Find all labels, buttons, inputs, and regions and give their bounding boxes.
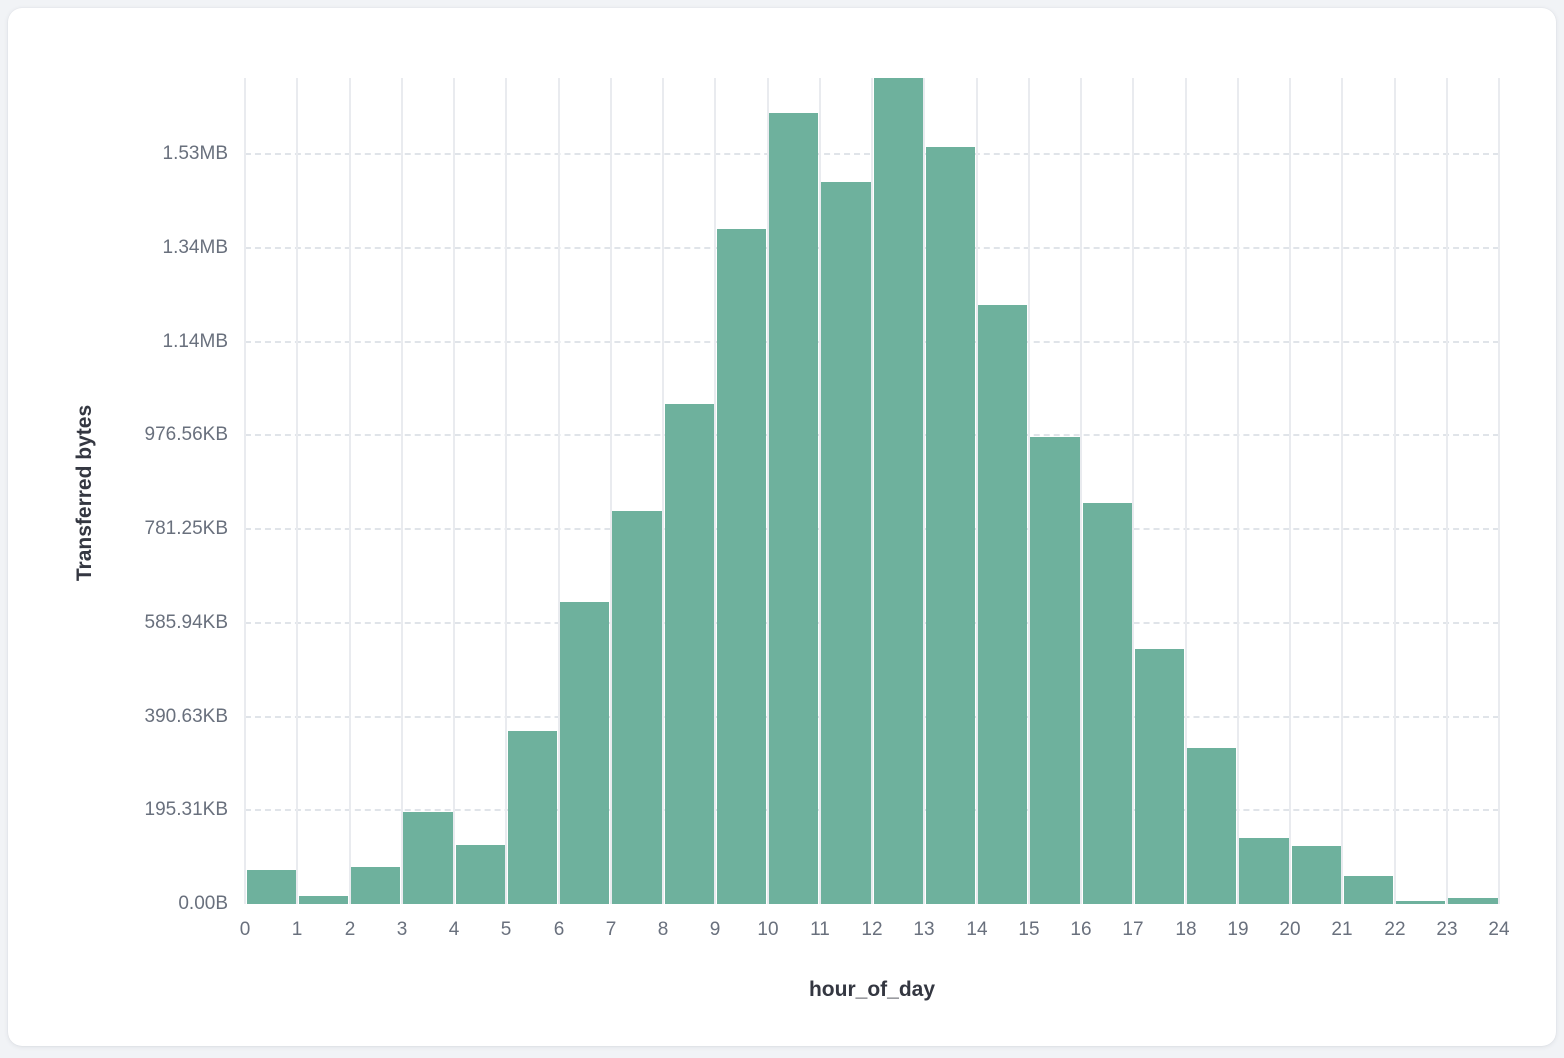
y-tick-label: 585.94KB [144,612,228,633]
bar-hour-5 [507,731,557,904]
v-gridline [610,78,612,904]
bar-hour-9 [716,229,766,904]
bar-hour-17 [1134,649,1184,904]
x-tick-label: 7 [605,919,617,940]
v-gridline [1341,78,1343,904]
x-tick-label: 8 [657,919,669,940]
bar-hour-16 [1082,503,1132,904]
bar-hour-7 [612,511,662,904]
x-tick-label: 12 [861,919,883,940]
bar-hour-22 [1396,901,1446,904]
v-gridline [349,78,351,904]
v-gridline [767,78,769,904]
x-tick-label: 2 [344,919,356,940]
bar-hour-19 [1239,838,1289,904]
y-tick-label: 195.31KB [144,799,228,820]
bar-hour-15 [1030,437,1080,904]
chart-plot-area: Transferred bytes hour_of_day 0.00B 195.3… [73,78,1510,1001]
x-tick-label: 16 [1070,919,1092,940]
v-gridline [1237,78,1239,904]
x-tick-label: 20 [1279,919,1301,940]
bar-hour-13 [925,147,975,904]
x-tick-label: 18 [1175,919,1197,940]
y-tick-label: 781.25KB [144,518,228,539]
bar-hour-2 [351,867,401,904]
y-tick-label: 390.63KB [144,706,228,727]
bar-hour-14 [978,305,1028,904]
x-tick-label: 21 [1331,919,1353,940]
bar-hour-6 [560,602,610,904]
v-gridline [401,78,403,904]
x-tick-label: 19 [1227,919,1249,940]
v-gridline [1080,78,1082,904]
y-tick-label: 1.34MB [162,237,228,258]
v-gridline [1185,78,1187,904]
y-tick-label: 976.56KB [144,424,228,445]
v-gridline [1028,78,1030,904]
v-gridline [1394,78,1396,904]
bar-hour-10 [769,113,819,904]
y-tick-label: 0.00B [178,893,228,914]
x-tick-label: 22 [1384,919,1406,940]
bar-hour-11 [821,182,871,904]
x-tick-label: 24 [1488,919,1510,940]
x-tick-label: 4 [448,919,460,940]
v-gridline [819,78,821,904]
v-gridline [714,78,716,904]
x-tick-label: 1 [291,919,303,940]
y-tick-label: 1.14MB [162,331,228,352]
v-gridline [1498,78,1500,904]
v-gridline [453,78,455,904]
bar-hour-21 [1343,876,1393,904]
v-gridline [1289,78,1291,904]
bar-hour-4 [455,845,505,904]
x-tick-label: 0 [239,919,251,940]
x-tick-label: 3 [396,919,408,940]
bar-hour-18 [1187,748,1237,904]
v-gridline [505,78,507,904]
v-gridline [244,78,246,904]
v-gridline [1132,78,1134,904]
v-gridline [1446,78,1448,904]
bar-hour-8 [664,404,714,904]
bar-hour-3 [403,812,453,904]
v-gridline [296,78,298,904]
x-tick-label: 23 [1436,919,1458,940]
x-tick-label: 17 [1122,919,1144,940]
x-axis-title: hour_of_day [808,978,936,1001]
bar-hour-0 [246,870,296,904]
y-tick-label: 1.53MB [162,143,228,164]
x-tick-label: 9 [709,919,721,940]
bar-hour-12 [873,78,923,904]
x-tick-label: 5 [500,919,512,940]
x-tick-label: 6 [553,919,565,940]
v-gridline [923,78,925,904]
x-tick-label: 15 [1018,919,1040,940]
v-gridline [871,78,873,904]
x-tick-label: 13 [913,919,935,940]
v-gridline [976,78,978,904]
bar-hour-20 [1291,846,1341,904]
x-tick-label: 14 [966,919,988,940]
bar-hour-23 [1448,898,1498,904]
v-gridline [662,78,664,904]
x-tick-label: 10 [757,919,779,940]
x-tick-label: 11 [810,919,830,940]
chart-card: Transferred bytes hour_of_day 0.00B 195.3… [8,8,1556,1046]
bar-hour-1 [298,896,348,904]
v-gridline [558,78,560,904]
